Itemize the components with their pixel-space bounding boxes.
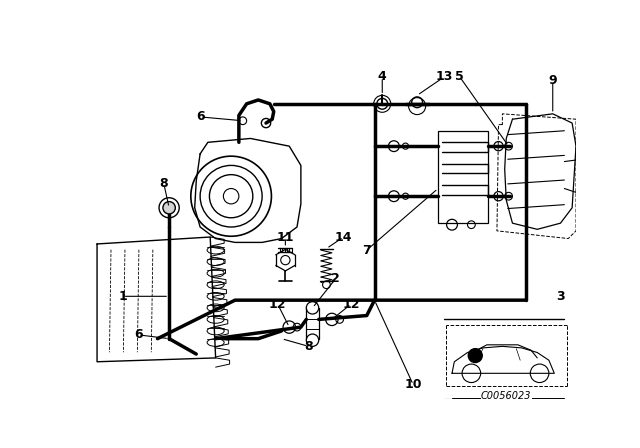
Text: 12: 12 (269, 297, 286, 310)
Text: 8: 8 (159, 177, 168, 190)
Text: 8: 8 (304, 340, 313, 353)
Text: 5: 5 (456, 70, 464, 83)
Text: 3: 3 (556, 290, 565, 303)
Text: 1: 1 (118, 290, 127, 303)
Text: 9: 9 (548, 74, 557, 87)
Text: 12: 12 (342, 297, 360, 310)
Text: 6: 6 (196, 110, 204, 123)
Text: 14: 14 (335, 231, 352, 244)
Circle shape (163, 202, 175, 214)
Text: 7: 7 (362, 244, 371, 257)
Text: 6: 6 (134, 328, 143, 341)
Text: 2: 2 (332, 272, 340, 285)
Text: C0056023: C0056023 (481, 392, 531, 401)
Text: 10: 10 (404, 379, 422, 392)
Text: 13: 13 (436, 70, 453, 83)
Text: 11: 11 (276, 231, 294, 244)
Circle shape (468, 349, 482, 362)
Text: 4: 4 (378, 70, 387, 83)
Bar (438, 131, 488, 223)
